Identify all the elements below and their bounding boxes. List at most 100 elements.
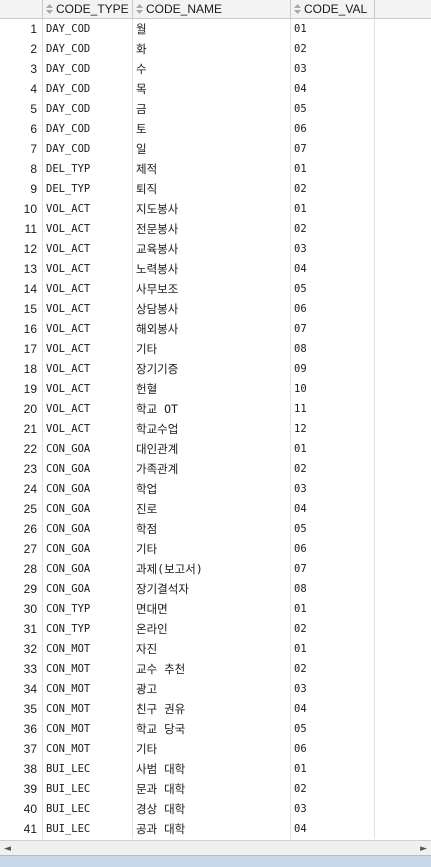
cell-code-val[interactable]: 01 bbox=[294, 163, 307, 175]
row-number[interactable]: 4 bbox=[30, 82, 37, 96]
cell-code-val[interactable]: 01 bbox=[294, 643, 307, 655]
row-number[interactable]: 39 bbox=[23, 782, 37, 796]
cell-code-name[interactable]: 광고 bbox=[136, 682, 158, 696]
cell-code-type[interactable]: VOL_ACT bbox=[46, 283, 91, 295]
cell-code-val[interactable]: 03 bbox=[294, 483, 307, 495]
table-row[interactable]: 8 DEL_TYP 제적 01 bbox=[0, 159, 431, 179]
cell-code-name[interactable]: 온라인 bbox=[136, 622, 168, 636]
row-number[interactable]: 28 bbox=[23, 562, 37, 576]
row-number[interactable]: 2 bbox=[30, 42, 37, 56]
cell-code-name[interactable]: 일 bbox=[136, 142, 147, 156]
cell-code-name[interactable]: 문과 대학 bbox=[136, 782, 186, 796]
table-row[interactable]: 30 CON_TYP 면대면 01 bbox=[0, 599, 431, 619]
cell-code-val[interactable]: 04 bbox=[294, 703, 307, 715]
cell-code-type[interactable]: BUI_LEC bbox=[46, 823, 91, 835]
cell-code-val[interactable]: 02 bbox=[294, 783, 307, 795]
row-number[interactable]: 10 bbox=[23, 202, 37, 216]
cell-code-val[interactable]: 05 bbox=[294, 723, 307, 735]
cell-code-type[interactable]: CON_GOA bbox=[46, 443, 91, 455]
cell-code-type[interactable]: VOL_ACT bbox=[46, 243, 91, 255]
column-header-code-type[interactable]: CODE_TYPE bbox=[43, 0, 133, 19]
cell-code-name[interactable]: 기타 bbox=[136, 342, 158, 356]
cell-code-name[interactable]: 가족관계 bbox=[136, 462, 179, 476]
table-row[interactable]: 37 CON_MOT 기타 06 bbox=[0, 739, 431, 759]
table-row[interactable]: 24 CON_GOA 학업 03 bbox=[0, 479, 431, 499]
cell-code-val[interactable]: 06 bbox=[294, 543, 307, 555]
table-row[interactable]: 17 VOL_ACT 기타 08 bbox=[0, 339, 431, 359]
row-number[interactable]: 5 bbox=[30, 102, 37, 116]
cell-code-val[interactable]: 01 bbox=[294, 763, 307, 775]
cell-code-type[interactable]: CON_GOA bbox=[46, 543, 91, 555]
table-row[interactable]: 16 VOL_ACT 해외봉사 07 bbox=[0, 319, 431, 339]
cell-code-type[interactable]: VOL_ACT bbox=[46, 343, 91, 355]
row-number[interactable]: 23 bbox=[23, 462, 37, 476]
cell-code-type[interactable]: CON_MOT bbox=[46, 723, 91, 735]
row-number[interactable]: 32 bbox=[23, 642, 37, 656]
cell-code-val[interactable]: 03 bbox=[294, 243, 307, 255]
cell-code-name[interactable]: 화 bbox=[136, 42, 147, 56]
table-row[interactable]: 18 VOL_ACT 장기기증 09 bbox=[0, 359, 431, 379]
row-number[interactable]: 15 bbox=[23, 302, 37, 316]
cell-code-type[interactable]: BUI_LEC bbox=[46, 763, 91, 775]
table-row[interactable]: 33 CON_MOT 교수 추천 02 bbox=[0, 659, 431, 679]
row-number[interactable]: 34 bbox=[23, 682, 37, 696]
row-number[interactable]: 8 bbox=[30, 162, 37, 176]
row-number[interactable]: 35 bbox=[23, 702, 37, 716]
cell-code-val[interactable]: 09 bbox=[294, 363, 307, 375]
cell-code-name[interactable]: 지도봉사 bbox=[136, 202, 179, 216]
row-number[interactable]: 30 bbox=[23, 602, 37, 616]
cell-code-type[interactable]: DAY_COD bbox=[46, 103, 91, 115]
row-number[interactable]: 27 bbox=[23, 542, 37, 556]
cell-code-type[interactable]: BUI_LEC bbox=[46, 783, 91, 795]
cell-code-name[interactable]: 공과 대학 bbox=[136, 822, 186, 836]
table-row[interactable]: 12 VOL_ACT 교육봉사 03 bbox=[0, 239, 431, 259]
table-row[interactable]: 11 VOL_ACT 전문봉사 02 bbox=[0, 219, 431, 239]
cell-code-name[interactable]: 헌혈 bbox=[136, 382, 158, 396]
row-number[interactable]: 33 bbox=[23, 662, 37, 676]
table-row[interactable]: 1 DAY_COD 월 01 bbox=[0, 19, 431, 39]
cell-code-val[interactable]: 11 bbox=[294, 403, 307, 415]
table-row[interactable]: 3 DAY_COD 수 03 bbox=[0, 59, 431, 79]
cell-code-type[interactable]: DAY_COD bbox=[46, 23, 91, 35]
cell-code-val[interactable]: 03 bbox=[294, 683, 307, 695]
horizontal-scrollbar[interactable]: ◄ ► bbox=[0, 840, 431, 855]
cell-code-val[interactable]: 04 bbox=[294, 823, 307, 835]
cell-code-val[interactable]: 06 bbox=[294, 743, 307, 755]
cell-code-val[interactable]: 01 bbox=[294, 203, 307, 215]
row-number[interactable]: 20 bbox=[23, 402, 37, 416]
cell-code-type[interactable]: CON_TYP bbox=[46, 623, 91, 635]
cell-code-val[interactable]: 02 bbox=[294, 183, 307, 195]
cell-code-name[interactable]: 제적 bbox=[136, 162, 158, 176]
cell-code-val[interactable]: 01 bbox=[294, 23, 307, 35]
cell-code-val[interactable]: 02 bbox=[294, 43, 307, 55]
table-row[interactable]: 23 CON_GOA 가족관계 02 bbox=[0, 459, 431, 479]
cell-code-name[interactable]: 토 bbox=[136, 122, 147, 136]
cell-code-type[interactable]: VOL_ACT bbox=[46, 363, 91, 375]
cell-code-name[interactable]: 교수 추천 bbox=[136, 662, 186, 676]
table-row[interactable]: 21 VOL_ACT 학교수업 12 bbox=[0, 419, 431, 439]
table-row[interactable]: 26 CON_GOA 학점 05 bbox=[0, 519, 431, 539]
cell-code-val[interactable]: 01 bbox=[294, 603, 307, 615]
row-number[interactable]: 6 bbox=[30, 122, 37, 136]
table-row[interactable]: 27 CON_GOA 기타 06 bbox=[0, 539, 431, 559]
cell-code-name[interactable]: 학점 bbox=[136, 522, 158, 536]
cell-code-val[interactable]: 10 bbox=[294, 383, 307, 395]
cell-code-name[interactable]: 장기기증 bbox=[136, 362, 179, 376]
table-row[interactable]: 39 BUI_LEC 문과 대학 02 bbox=[0, 779, 431, 799]
table-row[interactable]: 28 CON_GOA 과제(보고서) 07 bbox=[0, 559, 431, 579]
cell-code-type[interactable]: DEL_TYP bbox=[46, 183, 91, 195]
cell-code-val[interactable]: 06 bbox=[294, 123, 307, 135]
table-row[interactable]: 41 BUI_LEC 공과 대학 04 bbox=[0, 819, 431, 839]
table-row[interactable]: 22 CON_GOA 대인관계 01 bbox=[0, 439, 431, 459]
row-number[interactable]: 31 bbox=[23, 622, 37, 636]
cell-code-val[interactable]: 05 bbox=[294, 283, 307, 295]
table-row[interactable]: 6 DAY_COD 토 06 bbox=[0, 119, 431, 139]
row-number[interactable]: 25 bbox=[23, 502, 37, 516]
cell-code-type[interactable]: DAY_COD bbox=[46, 123, 91, 135]
cell-code-name[interactable]: 해외봉사 bbox=[136, 322, 179, 336]
cell-code-name[interactable]: 전문봉사 bbox=[136, 222, 179, 236]
table-row[interactable]: 31 CON_TYP 온라인 02 bbox=[0, 619, 431, 639]
cell-code-val[interactable]: 05 bbox=[294, 103, 307, 115]
row-number[interactable]: 11 bbox=[24, 222, 37, 236]
row-number[interactable]: 1 bbox=[30, 22, 37, 36]
